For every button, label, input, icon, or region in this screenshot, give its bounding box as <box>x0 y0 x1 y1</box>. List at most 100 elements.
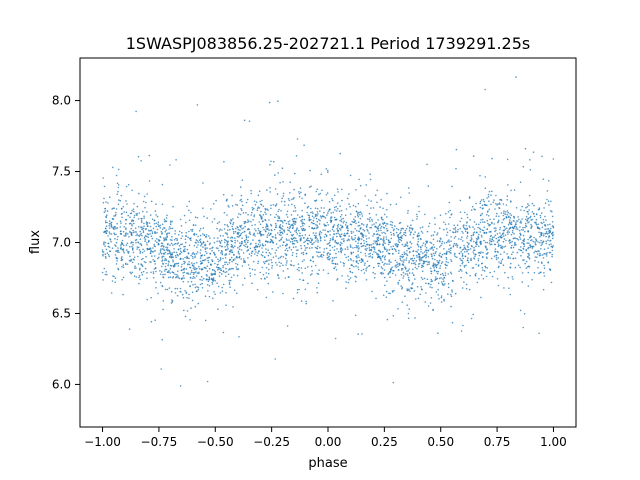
data-point <box>262 261 265 263</box>
data-point <box>231 267 233 270</box>
data-point <box>308 247 311 249</box>
data-point <box>359 217 362 220</box>
data-point <box>165 246 167 248</box>
data-point <box>494 251 497 253</box>
data-point <box>382 244 384 247</box>
data-point <box>138 212 141 214</box>
data-point <box>265 296 268 299</box>
data-point <box>347 248 349 250</box>
data-point <box>130 232 133 234</box>
data-point <box>427 261 430 264</box>
data-point <box>122 293 124 296</box>
data-point <box>392 291 394 293</box>
data-point <box>226 214 228 216</box>
data-point <box>290 237 293 240</box>
data-point <box>461 253 464 255</box>
data-point <box>526 242 529 244</box>
data-point <box>334 266 337 268</box>
data-point <box>357 333 360 335</box>
data-point <box>527 285 530 287</box>
data-point <box>431 255 433 258</box>
data-point <box>480 240 482 243</box>
data-point <box>350 246 352 248</box>
data-point <box>484 266 487 269</box>
data-point <box>551 215 554 218</box>
data-point <box>382 207 384 210</box>
data-point <box>140 220 143 222</box>
data-point <box>264 207 267 210</box>
data-point <box>320 254 322 257</box>
data-point <box>509 222 512 225</box>
data-point <box>493 255 496 257</box>
data-point <box>454 228 456 230</box>
data-point <box>386 223 389 225</box>
data-point <box>306 242 309 245</box>
data-point <box>198 272 200 275</box>
data-point <box>151 237 154 240</box>
data-point <box>508 231 511 233</box>
data-point <box>482 269 484 271</box>
data-point <box>509 227 512 229</box>
data-point <box>186 256 188 259</box>
data-point <box>482 277 485 280</box>
data-point <box>127 233 129 235</box>
data-point <box>232 230 235 233</box>
data-point <box>351 237 353 240</box>
data-point <box>131 189 133 192</box>
data-point <box>472 234 474 236</box>
data-point <box>410 227 413 229</box>
data-point <box>169 276 172 279</box>
data-point <box>142 248 144 251</box>
data-point <box>136 233 138 235</box>
data-point <box>465 287 468 290</box>
data-point <box>450 247 453 249</box>
data-point <box>354 275 356 278</box>
data-point <box>140 160 142 162</box>
data-point <box>283 231 286 233</box>
data-point <box>478 245 480 248</box>
data-point <box>398 279 401 282</box>
data-point <box>280 255 283 258</box>
data-point <box>483 226 486 229</box>
data-point <box>154 263 156 265</box>
data-point <box>431 246 434 248</box>
data-point <box>357 248 360 250</box>
data-point <box>383 269 386 271</box>
data-point <box>189 273 192 275</box>
data-point <box>375 230 378 232</box>
data-point <box>542 235 545 237</box>
data-point <box>447 240 449 242</box>
data-point <box>287 221 290 223</box>
data-point <box>293 205 296 207</box>
data-point <box>243 244 245 247</box>
data-point <box>448 241 450 243</box>
data-point <box>420 248 422 250</box>
data-point <box>307 205 310 208</box>
data-point <box>513 244 516 246</box>
data-point <box>304 194 307 196</box>
data-point <box>536 253 539 255</box>
data-point <box>240 224 243 227</box>
data-point <box>434 276 437 278</box>
data-point <box>267 227 269 230</box>
data-point <box>228 281 231 284</box>
data-point <box>167 232 169 235</box>
data-point <box>179 287 182 290</box>
data-point <box>165 233 168 235</box>
data-point <box>407 274 409 277</box>
data-point <box>125 228 127 231</box>
data-point <box>388 253 391 255</box>
data-point <box>433 231 436 233</box>
data-point <box>222 266 224 269</box>
data-point <box>135 241 137 244</box>
data-point <box>198 229 201 232</box>
data-point <box>522 259 524 262</box>
data-point <box>369 220 371 222</box>
data-point <box>160 248 162 250</box>
data-point <box>281 232 284 235</box>
data-point <box>274 236 277 239</box>
data-point <box>184 238 187 241</box>
data-point <box>408 250 411 253</box>
data-point <box>237 229 240 231</box>
data-point <box>355 255 358 258</box>
